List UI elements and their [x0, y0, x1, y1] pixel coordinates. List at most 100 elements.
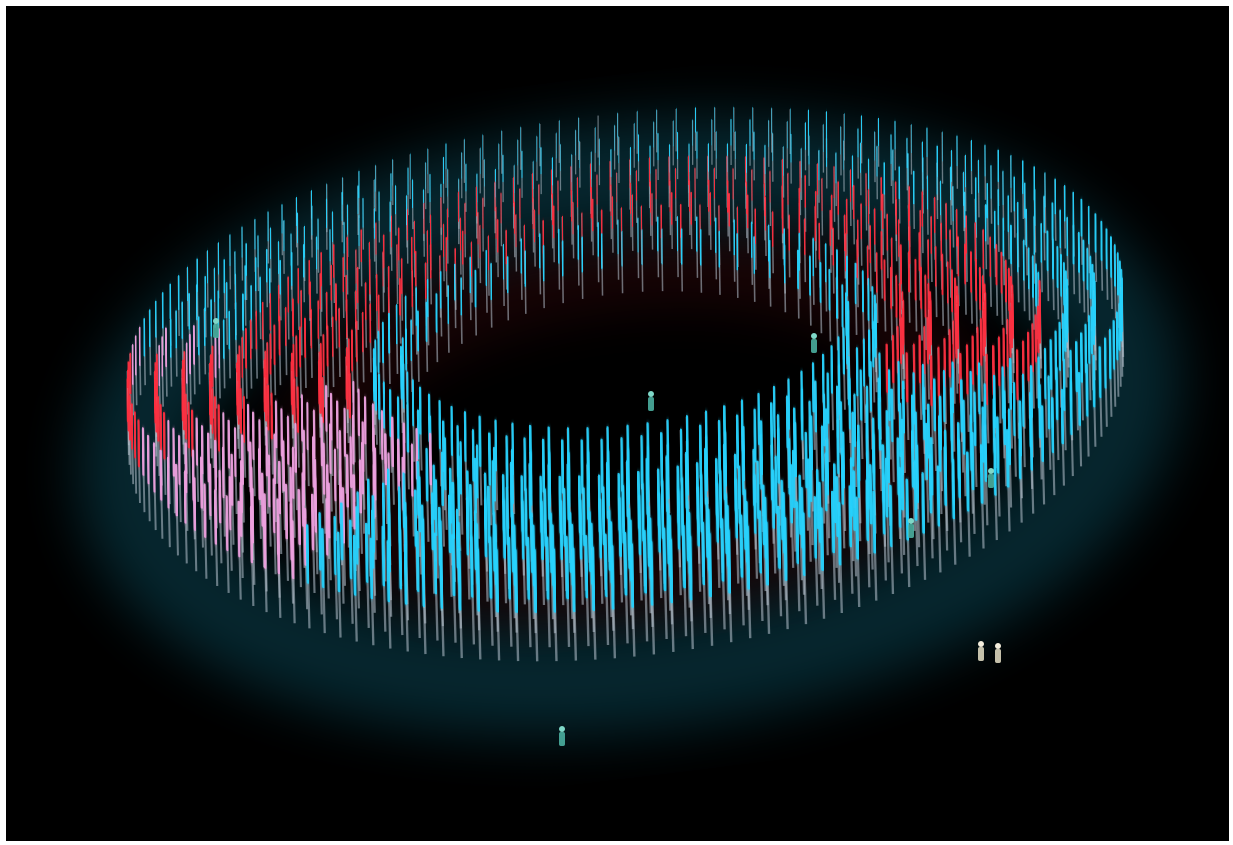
light-pole [1113, 244, 1117, 319]
light-pole [254, 257, 257, 317]
light-pole [611, 196, 614, 253]
light-pole [854, 262, 858, 335]
light-pole [915, 444, 921, 548]
light-pole [1115, 311, 1120, 397]
light-pole [225, 282, 229, 345]
light-pole [320, 528, 326, 634]
light-pole [781, 199, 785, 260]
light-pole [174, 463, 179, 556]
light-pole [992, 436, 998, 541]
light-pole [337, 307, 341, 378]
light-pole [1021, 373, 1026, 468]
light-pole [951, 320, 956, 404]
light-pole [986, 183, 989, 245]
light-pole [446, 285, 450, 353]
ring-of-light-poles [76, 106, 1181, 746]
light-pole [341, 487, 347, 586]
light-pole [276, 515, 282, 618]
light-pole [169, 318, 173, 387]
light-pole [1065, 295, 1069, 378]
light-pole [177, 275, 180, 336]
light-pole [388, 389, 393, 473]
light-pole [983, 144, 987, 200]
light-pole [227, 310, 231, 379]
light-pole [395, 243, 399, 304]
light-pole [532, 548, 539, 662]
light-pole [433, 532, 439, 641]
light-pole [897, 219, 901, 286]
light-pole [823, 452, 829, 556]
light-pole [284, 483, 290, 581]
light-pole [321, 442, 327, 534]
light-pole [1043, 172, 1047, 234]
light-pole [164, 327, 168, 397]
light-pole [680, 228, 683, 292]
light-pole [804, 431, 809, 531]
light-pole [985, 353, 990, 444]
light-pole [271, 478, 277, 575]
light-pole [520, 238, 523, 300]
light-pole [373, 447, 378, 541]
light-pole [221, 446, 226, 537]
light-pole [726, 180, 729, 237]
light-pole [557, 228, 561, 290]
light-pole [819, 507, 826, 619]
visitor-figure [995, 643, 1001, 663]
light-pole [290, 369, 295, 449]
light-pole [1108, 328, 1113, 417]
light-pole [425, 301, 429, 372]
light-pole [946, 261, 950, 336]
light-pole [297, 488, 302, 588]
light-pole [361, 311, 365, 383]
light-pole [222, 319, 226, 389]
light-pole [356, 388, 361, 472]
light-pole [309, 309, 313, 378]
light-pole [888, 484, 895, 595]
light-pole [969, 251, 973, 324]
light-pole [399, 354, 404, 433]
light-pole [921, 191, 924, 254]
light-pole [327, 482, 332, 581]
light-pole [233, 427, 238, 515]
light-pole [841, 327, 846, 410]
light-pole [363, 396, 368, 481]
light-pole [1000, 251, 1004, 325]
light-pole [835, 418, 841, 517]
light-pole [709, 192, 712, 250]
light-pole [513, 548, 520, 662]
light-pole [269, 392, 274, 475]
light-pole [262, 511, 268, 613]
light-pole [333, 448, 338, 541]
light-pole [358, 459, 363, 554]
light-pole [564, 535, 571, 647]
light-pole [449, 405, 455, 494]
light-pole [1040, 405, 1046, 505]
light-pole [278, 315, 282, 386]
light-pole [446, 208, 449, 264]
light-pole [590, 546, 597, 660]
light-pole [668, 180, 672, 236]
light-pole [695, 216, 699, 278]
light-pole [126, 386, 131, 465]
light-pole [488, 536, 494, 646]
light-pole [868, 225, 872, 292]
light-pole [161, 292, 165, 356]
light-pole [1085, 363, 1090, 457]
light-pole [418, 386, 423, 471]
light-pole [910, 430, 916, 531]
light-pole [355, 320, 359, 393]
light-pole [796, 249, 800, 319]
light-pole [538, 233, 542, 295]
light-pole [596, 221, 600, 283]
light-pole [162, 412, 167, 495]
light-pole [745, 181, 748, 239]
light-pole [1005, 429, 1011, 532]
light-pole [700, 521, 707, 633]
light-pole [475, 444, 480, 539]
light-pole [1079, 332, 1084, 421]
light-pole [426, 279, 430, 346]
light-pole [800, 388, 805, 480]
light-pole [610, 544, 617, 659]
light-pole [386, 540, 392, 649]
light-pole [811, 237, 815, 305]
